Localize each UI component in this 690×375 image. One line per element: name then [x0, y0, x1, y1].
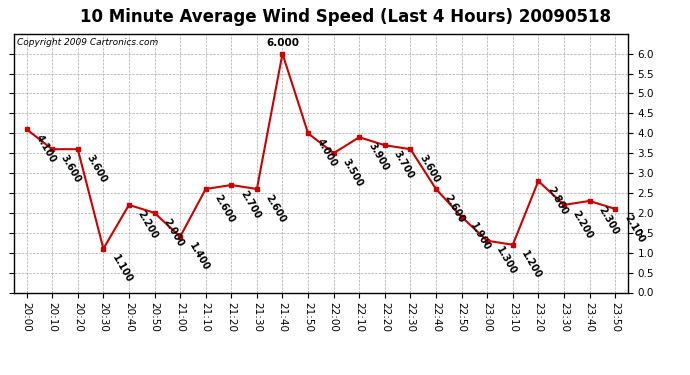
Text: 3.600: 3.600 — [59, 153, 83, 185]
Text: 3.600: 3.600 — [85, 153, 109, 185]
Text: 1.300: 1.300 — [494, 245, 518, 276]
Text: 2.700: 2.700 — [238, 189, 262, 221]
Text: 10 Minute Average Wind Speed (Last 4 Hours) 20090518: 10 Minute Average Wind Speed (Last 4 Hou… — [79, 8, 611, 26]
Text: 4.000: 4.000 — [315, 137, 339, 169]
Text: 2.800: 2.800 — [545, 185, 569, 217]
Text: 6.000: 6.000 — [266, 38, 299, 48]
Text: 1.200: 1.200 — [520, 249, 544, 280]
Text: Copyright 2009 Cartronics.com: Copyright 2009 Cartronics.com — [17, 38, 158, 46]
Text: 3.900: 3.900 — [366, 141, 391, 173]
Text: 1.100: 1.100 — [110, 253, 135, 285]
Text: 2.300: 2.300 — [596, 205, 620, 237]
Text: 2.100: 2.100 — [622, 213, 646, 245]
Text: 1.900: 1.900 — [469, 221, 493, 253]
Text: 2.200: 2.200 — [136, 209, 160, 241]
Text: 2.600: 2.600 — [213, 193, 237, 225]
Text: 1.400: 1.400 — [187, 241, 211, 273]
Text: 2.600: 2.600 — [264, 193, 288, 225]
Text: 2.000: 2.000 — [161, 217, 186, 249]
Text: 3.500: 3.500 — [341, 158, 364, 189]
Text: 4.100: 4.100 — [34, 134, 57, 165]
Text: 2.600: 2.600 — [443, 193, 467, 225]
Text: 2.200: 2.200 — [571, 209, 595, 241]
Text: 3.600: 3.600 — [417, 153, 442, 185]
Text: 3.700: 3.700 — [392, 149, 416, 181]
